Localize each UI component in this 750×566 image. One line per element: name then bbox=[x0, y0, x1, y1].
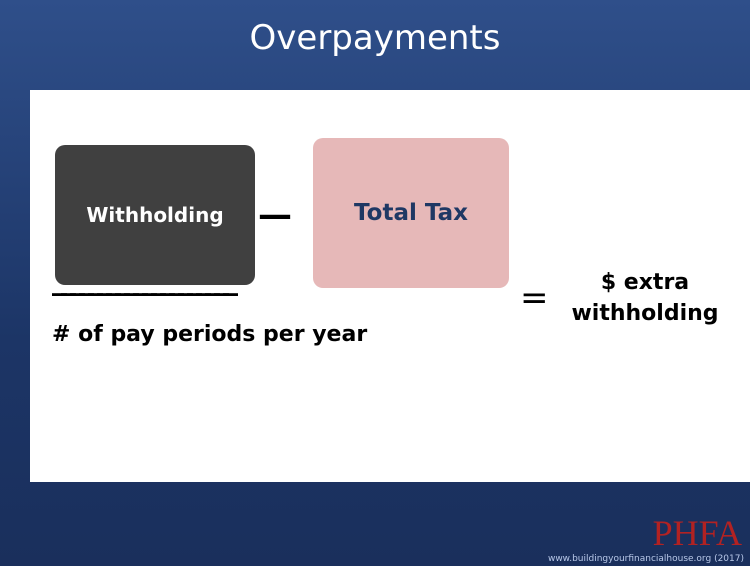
equals: = bbox=[520, 278, 549, 318]
fraction-bar: ____________________ bbox=[52, 262, 238, 297]
url: www.buildingyourfinancialhouse.org (2017… bbox=[548, 554, 744, 564]
title: Overpayments bbox=[249, 18, 501, 58]
result: $ extra withholding bbox=[571, 270, 719, 326]
withholding-box: Withholding bbox=[55, 145, 255, 285]
total-tax-box: Total Tax bbox=[313, 138, 509, 288]
content-panel: Withholding — Total Tax ________________… bbox=[30, 90, 750, 482]
minus: — bbox=[258, 195, 292, 235]
url-text: www.buildingyourfinancialhouse.org bbox=[547, 554, 712, 564]
logo: PHFA bbox=[652, 513, 742, 553]
denominator: # of pay periods per year bbox=[52, 322, 368, 347]
year: (2017) bbox=[714, 554, 744, 564]
